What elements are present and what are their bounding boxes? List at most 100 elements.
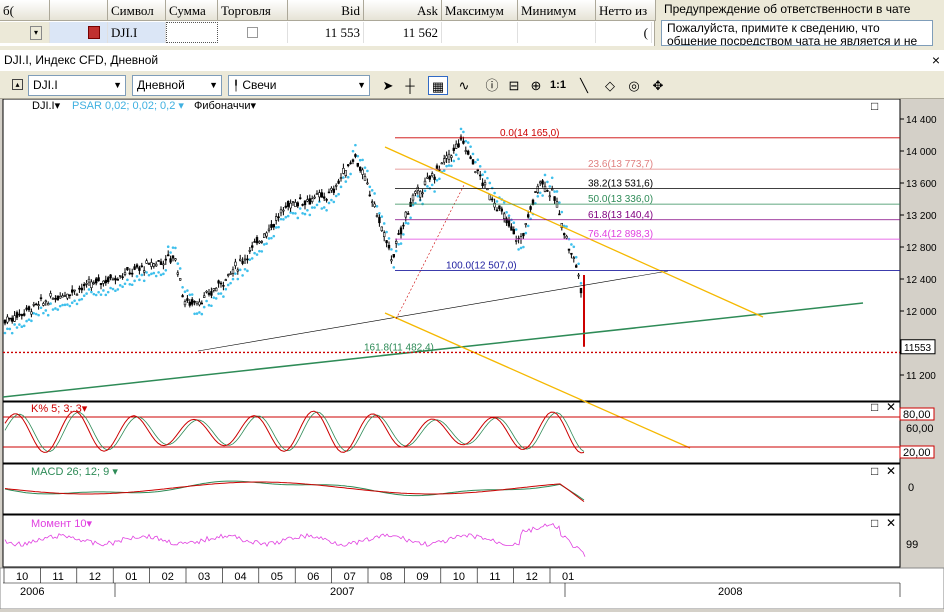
psar-dot bbox=[344, 180, 348, 183]
info-icon[interactable]: ⓘ bbox=[485, 78, 499, 93]
grid-icon[interactable]: ▦ bbox=[428, 76, 448, 95]
cell-symbol[interactable]: DJI.I bbox=[108, 22, 166, 43]
chart-svg[interactable]: 0.0(14 165,0) 23.6(13 773,7) 38.2(13 531,6… bbox=[0, 98, 944, 610]
maximize-icon[interactable]: □ bbox=[871, 516, 878, 530]
chart-area[interactable]: 0.0(14 165,0) 23.6(13 773,7) 38.2(13 531,6… bbox=[0, 98, 944, 610]
maximize-icon[interactable]: □ bbox=[871, 464, 878, 478]
header-trade[interactable]: Торговля bbox=[218, 0, 288, 21]
header-bid[interactable]: Bid bbox=[288, 0, 364, 21]
psar-dot bbox=[517, 248, 520, 251]
header-max[interactable]: Максимум bbox=[442, 0, 518, 21]
candle-body bbox=[351, 159, 355, 162]
candle-body bbox=[277, 216, 280, 219]
channel-upper bbox=[384, 146, 764, 318]
candle-body bbox=[572, 257, 576, 259]
candle-body bbox=[102, 280, 105, 284]
header-min[interactable]: Минимум bbox=[518, 0, 596, 21]
legend-psar[interactable]: PSAR 0,02; 0,02; 0,2 ▾ bbox=[72, 100, 184, 112]
candle-body bbox=[577, 274, 580, 277]
fib-label: 76.4(12 898,3) bbox=[588, 229, 653, 240]
psar-dot bbox=[375, 204, 379, 208]
cursor-icon[interactable]: ➤ bbox=[382, 78, 394, 93]
moment-panel[interactable] bbox=[2, 514, 901, 568]
psar-dot bbox=[392, 266, 396, 269]
candle-body bbox=[354, 154, 357, 157]
candle-body bbox=[66, 293, 69, 299]
candle-body bbox=[73, 289, 76, 292]
candle-body bbox=[56, 295, 60, 301]
cell-trade[interactable] bbox=[218, 22, 288, 43]
candle-body bbox=[71, 289, 74, 293]
candle-body bbox=[445, 155, 448, 159]
close-icon[interactable]: ✕ bbox=[886, 516, 896, 530]
psar-dot bbox=[574, 255, 578, 259]
header-net[interactable]: Нетто из bbox=[596, 0, 656, 21]
legend-macd[interactable]: MACD 26; 12; 9 ▾ bbox=[31, 466, 118, 478]
stoch-lower-label: 20,00 bbox=[903, 447, 931, 459]
crosshair-icon[interactable]: ┼ bbox=[405, 78, 415, 93]
header-amount[interactable]: Сумма bbox=[166, 0, 218, 21]
legend-stoch[interactable]: K% 5; 3; 3▾ bbox=[31, 403, 88, 415]
symbol-select[interactable]: DJI.I ▼ bbox=[28, 75, 126, 96]
maximize-icon[interactable]: □ bbox=[871, 400, 878, 414]
psar-dot bbox=[426, 185, 429, 188]
candle-body bbox=[476, 169, 479, 172]
psar-dot bbox=[66, 303, 69, 306]
row-stub: ▾ bbox=[0, 22, 50, 43]
eraser-icon[interactable]: ◇ bbox=[605, 78, 615, 93]
psar-dot bbox=[214, 297, 218, 300]
row-selector[interactable] bbox=[50, 22, 108, 43]
month-label: 10 bbox=[453, 571, 465, 583]
psar-dot bbox=[262, 243, 266, 246]
chart-type-select-value: Свечи bbox=[242, 78, 277, 92]
psar-dot bbox=[315, 203, 319, 207]
candle-body bbox=[51, 298, 55, 300]
palette-icon[interactable]: ◎ bbox=[628, 78, 640, 93]
maximize-icon[interactable]: □ bbox=[871, 99, 878, 113]
trade-checkbox[interactable] bbox=[247, 27, 258, 38]
legend-moment[interactable]: Момент 10▾ bbox=[31, 518, 92, 530]
zoom-in-icon[interactable]: ⊕ bbox=[530, 78, 542, 93]
stoch-panel[interactable] bbox=[2, 401, 901, 464]
candle-body bbox=[63, 295, 67, 297]
candle-body bbox=[200, 302, 203, 305]
legend-fibonacci[interactable]: Фибоначчи▾ bbox=[194, 100, 256, 112]
psar-dot bbox=[44, 309, 48, 312]
price-panel[interactable] bbox=[2, 98, 901, 402]
candle-body bbox=[294, 202, 297, 208]
close-icon[interactable]: × bbox=[931, 52, 940, 68]
candle-body bbox=[90, 281, 93, 288]
close-icon[interactable]: ✕ bbox=[886, 400, 896, 414]
psar-dot bbox=[445, 164, 448, 168]
table-header-blank bbox=[50, 0, 108, 21]
dropdown-small-icon[interactable]: ▴ bbox=[12, 79, 23, 90]
chart-type-select[interactable]: ╿ Свечи ▼ bbox=[228, 75, 370, 96]
candle-body bbox=[258, 241, 261, 244]
candle-body bbox=[176, 272, 179, 275]
cell-amount-input[interactable] bbox=[166, 22, 218, 43]
header-ask[interactable]: Ask bbox=[364, 0, 442, 21]
candle-body bbox=[234, 261, 237, 267]
psar-dot bbox=[92, 292, 96, 296]
psar-dot bbox=[541, 194, 544, 197]
psar-dot bbox=[538, 191, 542, 195]
year-label: 2006 bbox=[20, 586, 44, 598]
candle-body bbox=[222, 285, 225, 287]
move-icon[interactable]: ✥ bbox=[652, 78, 664, 93]
ratio-button[interactable]: 1:1 bbox=[550, 79, 566, 91]
zoom-out-icon[interactable]: ⊟ bbox=[508, 78, 520, 93]
candle-body bbox=[368, 194, 371, 197]
period-select[interactable]: Дневной ▼ bbox=[132, 75, 222, 96]
quotes-strip: б( Символ Сумма Торговля Bid Ask Максиму… bbox=[0, 0, 944, 50]
psar-dot bbox=[442, 169, 446, 172]
psar-dot bbox=[433, 190, 436, 193]
macd-panel[interactable] bbox=[2, 463, 901, 515]
legend-symbol[interactable]: DJI.I▾ bbox=[32, 100, 61, 112]
psar-dot bbox=[231, 277, 235, 281]
close-icon[interactable]: ✕ bbox=[886, 464, 896, 478]
table-scroll-icon[interactable]: ▾ bbox=[30, 26, 42, 40]
line-tool-icon[interactable]: ╲ bbox=[580, 78, 588, 93]
header-symbol[interactable]: Символ bbox=[108, 0, 166, 21]
indicator-icon[interactable]: ∿ bbox=[458, 78, 470, 93]
psar-dot bbox=[522, 245, 525, 249]
